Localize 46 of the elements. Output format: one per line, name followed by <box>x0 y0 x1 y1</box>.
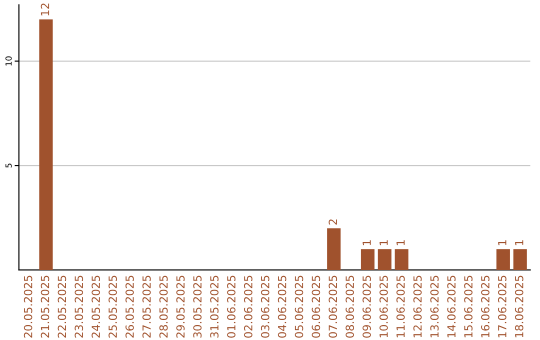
x-tick-label: 03.06.2025 <box>260 276 270 338</box>
x-tick-label: 10.06.2025 <box>379 276 388 338</box>
x-tick-label: 13.06.2025 <box>430 276 439 338</box>
x-tick-label: 06.06.2025 <box>312 276 320 338</box>
x-tick-label: 11.06.2025 <box>396 276 405 338</box>
x-tick-label: 23.05.2025 <box>74 276 84 338</box>
x-tick-label: 04.06.2025 <box>278 276 286 338</box>
x-tick-label: 09.06.2025 <box>362 276 371 338</box>
x-tick-label: 14.06.2025 <box>447 276 456 338</box>
bar <box>378 249 392 270</box>
x-tick-label: 01.06.2025 <box>227 276 236 338</box>
x-tick-label: 20.05.2025 <box>24 276 32 338</box>
bar <box>39 19 53 270</box>
data-label: 1 <box>498 240 506 246</box>
data-label: 1 <box>362 240 371 246</box>
x-tick-label: 30.05.2025 <box>193 276 202 338</box>
x-tick-label: 15.06.2025 <box>464 276 473 338</box>
x-tick-label: 02.06.2025 <box>244 276 252 338</box>
data-label: 1 <box>515 240 524 246</box>
y-tick-label: 10 <box>5 56 12 66</box>
x-tick-label: 31.05.2025 <box>210 276 219 338</box>
bar <box>496 249 510 270</box>
bar <box>360 249 374 270</box>
x-tick-label: 08.06.2025 <box>346 276 354 338</box>
x-tick-label: 27.05.2025 <box>142 276 151 338</box>
data-label: 12 <box>40 4 50 16</box>
x-tick-label: 16.06.2025 <box>481 276 490 338</box>
x-tick-label: 07.06.2025 <box>328 276 338 338</box>
bar <box>513 249 527 270</box>
x-tick-label: 21.05.2025 <box>40 276 50 338</box>
x-tick-label: 22.05.2025 <box>58 276 66 338</box>
x-tick-label: 05.06.2025 <box>294 276 304 338</box>
data-label: 2 <box>328 219 337 225</box>
x-tick-label: 17.06.2025 <box>498 276 506 338</box>
x-tick-label: 25.05.2025 <box>108 276 117 338</box>
x-tick-label: 18.06.2025 <box>514 276 524 338</box>
y-tick-label: 5 <box>6 164 12 168</box>
data-label: 1 <box>380 240 388 246</box>
x-tick-label: 29.05.2025 <box>176 276 185 338</box>
x-tick-label: 28.05.2025 <box>159 276 168 338</box>
bar <box>394 249 408 270</box>
x-tick-label: 26.05.2025 <box>125 276 134 338</box>
x-tick-label: 24.05.2025 <box>92 276 100 338</box>
x-tick-label: 12.06.2025 <box>413 276 422 338</box>
bar <box>327 228 341 270</box>
data-label: 1 <box>396 240 405 246</box>
